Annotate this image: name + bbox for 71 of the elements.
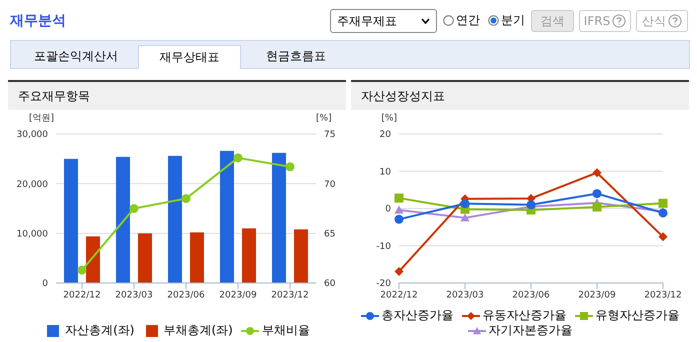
bar bbox=[116, 156, 130, 283]
bar bbox=[220, 150, 234, 283]
bar bbox=[242, 228, 256, 283]
bar bbox=[272, 152, 286, 283]
point bbox=[592, 202, 602, 212]
y-tick-label: 0 bbox=[385, 204, 392, 215]
text: 포괄손익계산서 bbox=[33, 48, 119, 64]
y2-tick-label: 65 bbox=[324, 230, 336, 240]
x-tick-label: 2023/03 bbox=[115, 290, 153, 300]
point bbox=[78, 266, 86, 275]
text: IFRS bbox=[584, 14, 610, 28]
x-tick-label: 2023/03 bbox=[446, 290, 484, 300]
text: 주재무제표 bbox=[337, 12, 397, 30]
text: 분기 bbox=[501, 12, 525, 29]
bar bbox=[86, 236, 100, 283]
legend-label: 부채비율 bbox=[262, 323, 310, 338]
x-tick-label: 2022/12 bbox=[63, 290, 101, 300]
x-tick-label: 2023/12 bbox=[644, 290, 682, 300]
point bbox=[394, 205, 404, 214]
bar bbox=[190, 232, 204, 283]
y-tick-label: 0 bbox=[42, 279, 48, 290]
x-tick-label: 2023/06 bbox=[167, 290, 205, 300]
legend-label: 유동자산증가율 bbox=[482, 308, 566, 323]
x-tick-label: 2023/09 bbox=[578, 290, 616, 300]
y2-tick-label: 75 bbox=[324, 130, 336, 140]
legend-label: 총자산증가율 bbox=[382, 308, 454, 323]
y2-axis-title: [%] bbox=[316, 113, 332, 124]
bar bbox=[168, 156, 182, 283]
x-tick-label: 2022/12 bbox=[380, 290, 418, 300]
y-tick-label: -10 bbox=[376, 242, 392, 252]
y-tick-label: -20 bbox=[376, 279, 392, 290]
point bbox=[394, 266, 404, 276]
point bbox=[182, 194, 190, 204]
point bbox=[592, 168, 602, 178]
y-axis-title: [%] bbox=[381, 113, 397, 124]
y-tick-label: 10 bbox=[380, 167, 392, 178]
legend-label: 자기자본증가율 bbox=[488, 323, 572, 338]
point bbox=[234, 153, 242, 162]
y2-tick-label: 70 bbox=[324, 180, 336, 190]
text: 재무분석 bbox=[10, 12, 66, 30]
text: 연간 bbox=[456, 12, 480, 29]
y-axis-title: [억원] bbox=[28, 113, 54, 124]
x-tick-label: 2023/06 bbox=[512, 290, 550, 300]
point bbox=[658, 198, 668, 208]
x-tick-label: 2023/12 bbox=[271, 290, 309, 300]
bar bbox=[294, 229, 308, 283]
y2-tick-label: 60 bbox=[324, 279, 336, 290]
point bbox=[286, 162, 294, 172]
point bbox=[460, 199, 470, 208]
text: 재무상태표 bbox=[138, 45, 241, 69]
point bbox=[394, 194, 404, 203]
legend-label: 자산총계(좌) bbox=[65, 323, 134, 338]
point bbox=[460, 213, 470, 222]
point bbox=[130, 204, 138, 213]
legend-label: 부채총계(좌) bbox=[164, 323, 233, 338]
bar bbox=[138, 233, 152, 283]
bar bbox=[64, 158, 78, 283]
legend-label: 유형자산증가율 bbox=[596, 308, 680, 323]
text: 현금흐름표 bbox=[265, 48, 327, 64]
point bbox=[592, 189, 602, 198]
text: 산식 bbox=[642, 12, 666, 30]
chart-title: 주요재무항목 bbox=[8, 82, 346, 110]
text: 검색 bbox=[540, 12, 564, 30]
point bbox=[394, 214, 404, 224]
y-tick-label: 20,000 bbox=[16, 180, 48, 190]
y-tick-label: 30,000 bbox=[16, 130, 48, 140]
y-tick-label: 10,000 bbox=[16, 230, 48, 240]
chart-title: 자산성장성지표 bbox=[351, 82, 689, 110]
point bbox=[658, 232, 668, 242]
x-tick-label: 2023/09 bbox=[219, 290, 257, 300]
y-tick-label: 20 bbox=[380, 130, 392, 140]
